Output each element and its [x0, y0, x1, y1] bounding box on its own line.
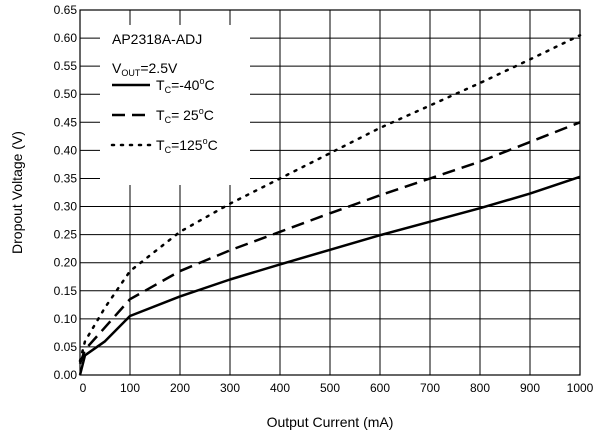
tick-labels: 0 100 200 300 400 500 600 700 800 900 1000 0.00 0.05…	[54, 3, 593, 395]
plot-frame	[79, 9, 581, 376]
x-tick-label: 600	[370, 381, 390, 395]
series-line-dotted	[78, 34, 582, 363]
y-tick-label: 0.25	[54, 228, 78, 242]
x-tick-label: 300	[220, 381, 240, 395]
x-tick-label: 1000	[567, 381, 593, 395]
axes	[79, 9, 581, 376]
x-tick-label: 100	[120, 381, 140, 395]
legend-label: TC=-40oC	[156, 76, 215, 95]
y-tick-label: 0.30	[54, 200, 78, 214]
series-line-dashed	[78, 121, 581, 365]
y-axis-title: Dropout Voltage (V)	[9, 131, 25, 254]
x-tick-label: 0	[80, 381, 87, 395]
legend-vout: VOUT=2.5V	[112, 60, 178, 78]
legend-label: TC=125oC	[156, 136, 218, 155]
x-tick-label: 700	[420, 381, 440, 395]
y-tick-label: 0.20	[54, 256, 78, 270]
y-tick-label: 0.15	[54, 284, 78, 298]
grid-lines	[80, 10, 580, 375]
x-tick-label: 200	[170, 381, 190, 395]
y-tick-label: 0.35	[54, 171, 78, 185]
y-tick-label: 0.65	[54, 3, 78, 17]
series-lines	[78, 34, 582, 376]
y-tick-label: 0.45	[54, 115, 78, 129]
series-line-solid	[78, 175, 581, 376]
x-tick-label: 400	[270, 381, 290, 395]
legend: AP2318A-ADJ VOUT=2.5V TC=-40oC TC= 25oC TC…	[100, 25, 250, 185]
x-tick-label: 500	[320, 381, 340, 395]
x-tick-label: 900	[520, 381, 540, 395]
y-tick-label: 0.10	[54, 312, 78, 326]
x-axis-title: Output Current (mA)	[267, 414, 394, 430]
legend-label: TC= 25oC	[156, 106, 214, 125]
y-tick-label: 0.55	[54, 59, 78, 73]
y-tick-label: 0.00	[54, 368, 78, 382]
y-tick-label: 0.60	[54, 31, 78, 45]
legend-device-name: AP2318A-ADJ	[112, 31, 202, 47]
y-tick-label: 0.05	[54, 340, 78, 354]
x-tick-label: 800	[470, 381, 490, 395]
legend-background	[100, 25, 250, 185]
y-tick-label: 0.40	[54, 143, 78, 157]
y-tick-label: 0.50	[54, 87, 78, 101]
